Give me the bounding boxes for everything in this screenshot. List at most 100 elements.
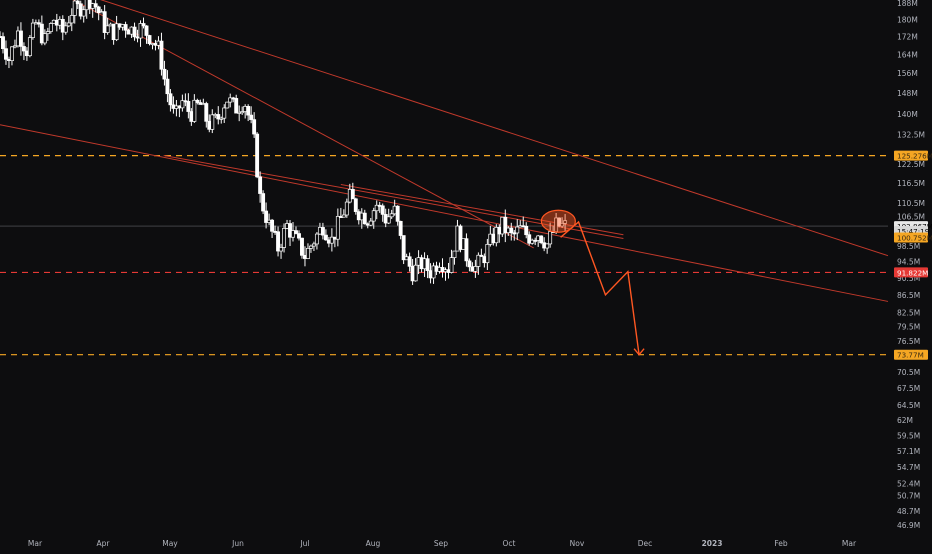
y-tick-label: 46.9M xyxy=(897,521,920,530)
candle-body xyxy=(314,233,319,245)
candle xyxy=(320,222,325,240)
candle-body xyxy=(467,260,472,268)
candle-body xyxy=(255,133,260,178)
x-tick-label: Jun xyxy=(231,539,244,548)
candle xyxy=(314,232,319,250)
candle xyxy=(353,197,358,215)
candle-body xyxy=(306,248,310,259)
x-tick-label: Aug xyxy=(366,539,381,548)
candle-body xyxy=(87,0,92,9)
price-label-bg xyxy=(894,267,928,278)
candle-body xyxy=(291,230,295,238)
candle xyxy=(45,27,50,41)
y-tick-label: 110.5M xyxy=(897,199,925,208)
price-axis[interactable]: 188M 180M 172M 164M 156M 148M 140M 132.5M 122.5M… xyxy=(897,0,925,530)
candle xyxy=(473,259,478,278)
candle-body xyxy=(1,36,5,49)
candle-body xyxy=(389,213,394,218)
y-tick-label: 172M xyxy=(897,32,918,41)
candle-body xyxy=(162,68,167,80)
candle xyxy=(557,217,562,228)
y-tick-label: 90.5M xyxy=(897,274,920,283)
highlight-ellipse-shape xyxy=(540,209,576,233)
candle xyxy=(389,209,394,219)
candle xyxy=(335,208,340,247)
candle xyxy=(27,34,32,58)
y-tick-label: 132.5M xyxy=(897,131,925,140)
candle xyxy=(144,25,149,44)
candle xyxy=(264,202,269,229)
candle-body xyxy=(425,258,430,271)
candle xyxy=(48,22,53,34)
highlight-ellipse xyxy=(540,209,576,233)
x-tick-label: Dec xyxy=(638,539,653,548)
candle xyxy=(204,101,209,128)
candle xyxy=(371,207,376,229)
candle-body xyxy=(240,111,245,114)
candle xyxy=(449,249,454,274)
candle xyxy=(297,230,301,241)
candle xyxy=(431,262,436,284)
time-axis[interactable]: Mar Apr May Jun Jul Aug Sep Oct Nov Dec 2023 Feb Mar xyxy=(28,539,857,548)
candle-body xyxy=(48,23,53,32)
y-tick-label: 122.5M xyxy=(897,160,925,169)
candle-body xyxy=(473,266,478,272)
x-tick-label: Mar xyxy=(28,539,43,548)
candle-body xyxy=(69,15,74,24)
candle-body xyxy=(180,100,185,109)
candle-body xyxy=(524,225,529,236)
y-tick-label: 76.5M xyxy=(897,337,920,346)
x-tick-label: Jul xyxy=(299,539,309,548)
price-axis-labels: 125.276M103.867M15:47:19100.752M91.822M7… xyxy=(894,150,932,360)
candle-body xyxy=(533,239,538,242)
x-tick-label: May xyxy=(162,539,178,548)
candle xyxy=(306,243,310,260)
candle xyxy=(75,0,80,9)
candle-body xyxy=(168,93,173,106)
candle xyxy=(276,226,281,257)
trendline-3 xyxy=(163,155,624,239)
y-tick-label: 79.5M xyxy=(897,323,920,332)
candle-body xyxy=(72,0,77,16)
candle xyxy=(395,205,400,226)
y-tick-label: 148M xyxy=(897,89,918,98)
candle-body xyxy=(395,205,400,222)
y-tick-label: 48.7M xyxy=(897,507,920,516)
candle xyxy=(374,200,379,220)
price-label-text: 125.276M xyxy=(897,152,932,161)
candle-body xyxy=(210,114,215,130)
candle xyxy=(18,22,23,56)
candle-body xyxy=(63,25,68,33)
candle-body xyxy=(503,216,508,234)
candle-body xyxy=(225,101,230,109)
candle xyxy=(323,229,328,241)
candle xyxy=(279,243,284,259)
candle xyxy=(93,0,98,13)
candle-body xyxy=(527,234,532,244)
candle xyxy=(464,233,469,267)
y-tick-label: 52.4M xyxy=(897,479,920,488)
candle-body xyxy=(398,220,403,236)
candle-body xyxy=(323,234,328,241)
candle-body xyxy=(479,254,484,257)
candle xyxy=(234,94,239,114)
candle-body xyxy=(279,247,284,252)
candle-body xyxy=(12,45,17,48)
candle xyxy=(69,8,74,32)
x-tick-label: Feb xyxy=(774,539,788,548)
price-label-text: 91.822M xyxy=(897,268,928,277)
candle-body xyxy=(452,250,457,258)
candle-body xyxy=(512,232,517,235)
trendline-4 xyxy=(340,184,624,236)
price-label-bg xyxy=(894,232,928,243)
candle xyxy=(42,29,47,46)
candle-body xyxy=(132,26,137,38)
candle xyxy=(138,20,143,47)
candle-body xyxy=(449,257,454,273)
candle-body xyxy=(234,98,239,114)
candle-body xyxy=(21,46,26,52)
candle-body xyxy=(105,25,110,33)
candle xyxy=(123,21,128,38)
